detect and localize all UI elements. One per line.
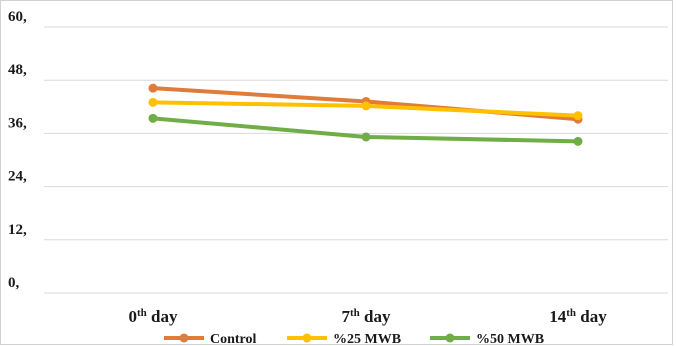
data-point: [148, 83, 158, 93]
series--50-mwb: [148, 113, 583, 146]
series--25-mwb: [148, 97, 583, 121]
legend: Control %25 MWB %50 MWB: [164, 332, 544, 346]
gridlines: [44, 26, 668, 294]
legend-label: Control: [210, 332, 257, 346]
legend-label: %50 MWB: [476, 332, 544, 346]
x-tick-label: 7th day: [342, 307, 391, 326]
legend-marker: [179, 333, 189, 343]
legend-marker: [445, 333, 455, 343]
legend-entry: Control: [164, 332, 257, 346]
y-tick-label: 48,: [8, 62, 27, 78]
data-point: [148, 113, 158, 123]
data-point: [573, 111, 583, 121]
x-tick-label: 0th day: [129, 307, 178, 326]
data-point: [361, 101, 371, 111]
y-tick-label: 24,: [8, 169, 27, 185]
y-tick-label: 36,: [8, 115, 27, 131]
y-tick-label: 0,: [8, 275, 20, 291]
legend-entry: %25 MWB: [287, 332, 401, 346]
x-axis-ticks: 0th day 7th day 14th day: [129, 307, 608, 326]
y-tick-label: 60,: [8, 9, 27, 25]
y-tick-label: 12,: [8, 222, 27, 238]
series-lines: [148, 83, 583, 146]
legend-entry: %50 MWB: [430, 332, 544, 346]
y-axis-ticks: 0, 12, 24, 36, 48, 60,: [8, 9, 27, 291]
data-point: [573, 136, 583, 146]
legend-label: %25 MWB: [333, 332, 401, 346]
data-point: [148, 97, 158, 107]
legend-marker: [302, 333, 312, 343]
x-tick-label: 14th day: [549, 307, 607, 326]
data-point: [361, 132, 371, 142]
